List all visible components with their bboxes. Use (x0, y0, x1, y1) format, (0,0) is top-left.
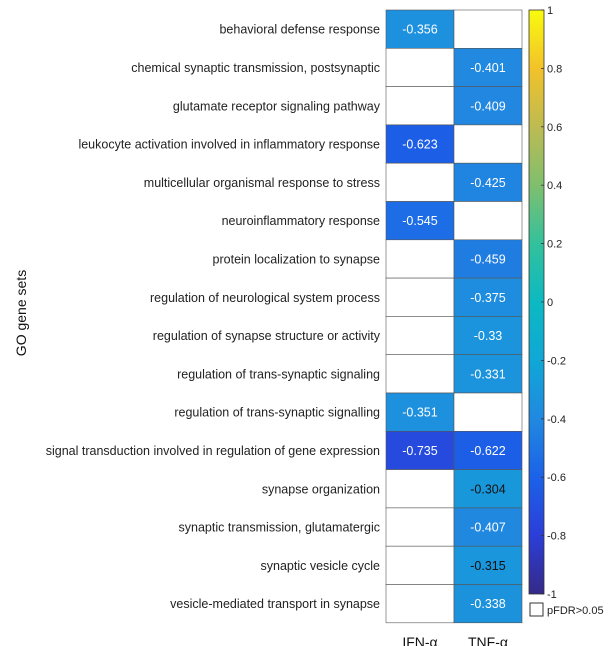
row-label: behavioral defense response (219, 23, 380, 37)
heatmap-cells: -0.356 -0.401 -0.409 -0.623 -0.425 -0.545 -0.4… (385, 9, 523, 624)
colorbar-tick-label: -0.6 (547, 472, 566, 484)
heatmap-cell (453, 354, 523, 394)
colorbar-tick-label: -0.2 (547, 355, 566, 367)
heatmap-cell (453, 201, 523, 241)
colorbar-tick-label: -0.8 (547, 531, 566, 543)
row-label: regulation of neurological system proces… (150, 291, 380, 305)
cell-value-label: -0.351 (402, 406, 437, 420)
cell-value-label: -0.409 (470, 99, 505, 113)
y-axis-label: GO gene sets (13, 270, 29, 356)
heatmap-cell (385, 584, 455, 624)
heatmap-cell (453, 277, 523, 317)
colorbar-tick-label: 0.2 (547, 239, 562, 251)
cell-value-label: -0.425 (470, 176, 505, 190)
colorbar-tick-label: 0 (547, 297, 553, 309)
row-label: synaptic vesicle cycle (261, 559, 381, 573)
row-label: neuroinflammatory response (222, 214, 380, 228)
legend-label: pFDR>0.05 (547, 605, 604, 617)
heatmap-cell (385, 469, 455, 509)
row-label: vesicle-mediated transport in synapse (170, 597, 380, 611)
row-label: signal transduction involved in regulati… (46, 444, 380, 458)
heatmap-cell (385, 239, 455, 279)
colorbar-tick-label: -0.4 (547, 414, 566, 426)
cell-value-label: -0.407 (470, 521, 505, 535)
heatmap-cell (385, 354, 455, 394)
cell-value-label: -0.356 (402, 23, 437, 37)
cell-value-label: -0.545 (402, 214, 437, 228)
heatmap-cell (453, 162, 523, 202)
colorbar-tick-label: 0.4 (547, 180, 562, 192)
heatmap-cell (385, 507, 455, 547)
legend: pFDR>0.05 (529, 602, 604, 617)
column-label: IFN-α (402, 634, 437, 646)
row-label: glutamate receptor signaling pathway (173, 99, 381, 113)
row-label: leukocyte activation involved in inflamm… (78, 138, 380, 152)
heatmap-cell (385, 430, 455, 470)
heatmap-cell (453, 545, 523, 585)
heatmap-cell (453, 392, 523, 432)
colorbar-tick-label: -1 (547, 589, 557, 601)
heatmap-cell (385, 277, 455, 317)
row-label: protein localization to synapse (213, 252, 381, 266)
cell-value-label: -0.338 (470, 597, 505, 611)
column-label: TNF-α (468, 634, 508, 646)
colorbar-tick-label: 0.8 (547, 63, 562, 75)
legend-swatch (529, 602, 544, 617)
heatmap-cell (385, 124, 455, 164)
cell-value-label: -0.33 (474, 329, 503, 343)
heatmap-cell (385, 316, 455, 355)
cell-value-label: -0.331 (470, 367, 505, 381)
heatmap-cell (385, 162, 455, 202)
row-label: chemical synaptic transmission, postsyna… (131, 61, 380, 75)
cell-value-label: -0.401 (470, 61, 505, 75)
row-label: regulation of trans-synaptic signalling (174, 406, 380, 420)
cell-value-label: -0.459 (470, 252, 505, 266)
heatmap-cell (453, 584, 523, 624)
cell-value-label: -0.622 (470, 444, 505, 458)
row-label: synaptic transmission, glutamatergic (179, 521, 380, 535)
colorbar-tick-label: 0.6 (547, 122, 562, 134)
row-label: multicellular organismal response to str… (144, 176, 380, 190)
cell-value-label: -0.735 (402, 444, 437, 458)
heatmap-cell (453, 9, 523, 49)
row-labels: behavioral defense response chemical syna… (46, 23, 381, 612)
row-label: synapse organization (262, 482, 380, 496)
heatmap-cell (385, 9, 455, 49)
row-label: regulation of trans-synaptic signaling (177, 367, 380, 381)
heatmap-cell (385, 545, 455, 585)
heatmap-cell (453, 469, 523, 509)
heatmap-cell (385, 201, 455, 241)
cell-value-label: -0.315 (470, 559, 505, 573)
colorbar-ticks: 1 0.8 0.6 0.4 0.2 0 -0.2 -0.4 -0.6 -0.8 -1 (541, 5, 566, 601)
heatmap-cell (385, 86, 455, 126)
heatmap-cell (453, 86, 523, 126)
cell-value-label: -0.623 (402, 138, 437, 152)
heatmap-cell (453, 124, 523, 164)
cell-value-label: -0.375 (470, 291, 505, 305)
heatmap-cell (453, 430, 523, 470)
heatmap-cell (453, 507, 523, 547)
colorbar-tick-label: 1 (547, 5, 553, 17)
row-label: regulation of synapse structure or activ… (153, 329, 381, 343)
column-labels: IFN-α TNF-α (402, 634, 508, 646)
heatmap-cell (453, 47, 523, 87)
heatmap-cell (385, 47, 455, 87)
cell-value-label: -0.304 (470, 482, 505, 496)
